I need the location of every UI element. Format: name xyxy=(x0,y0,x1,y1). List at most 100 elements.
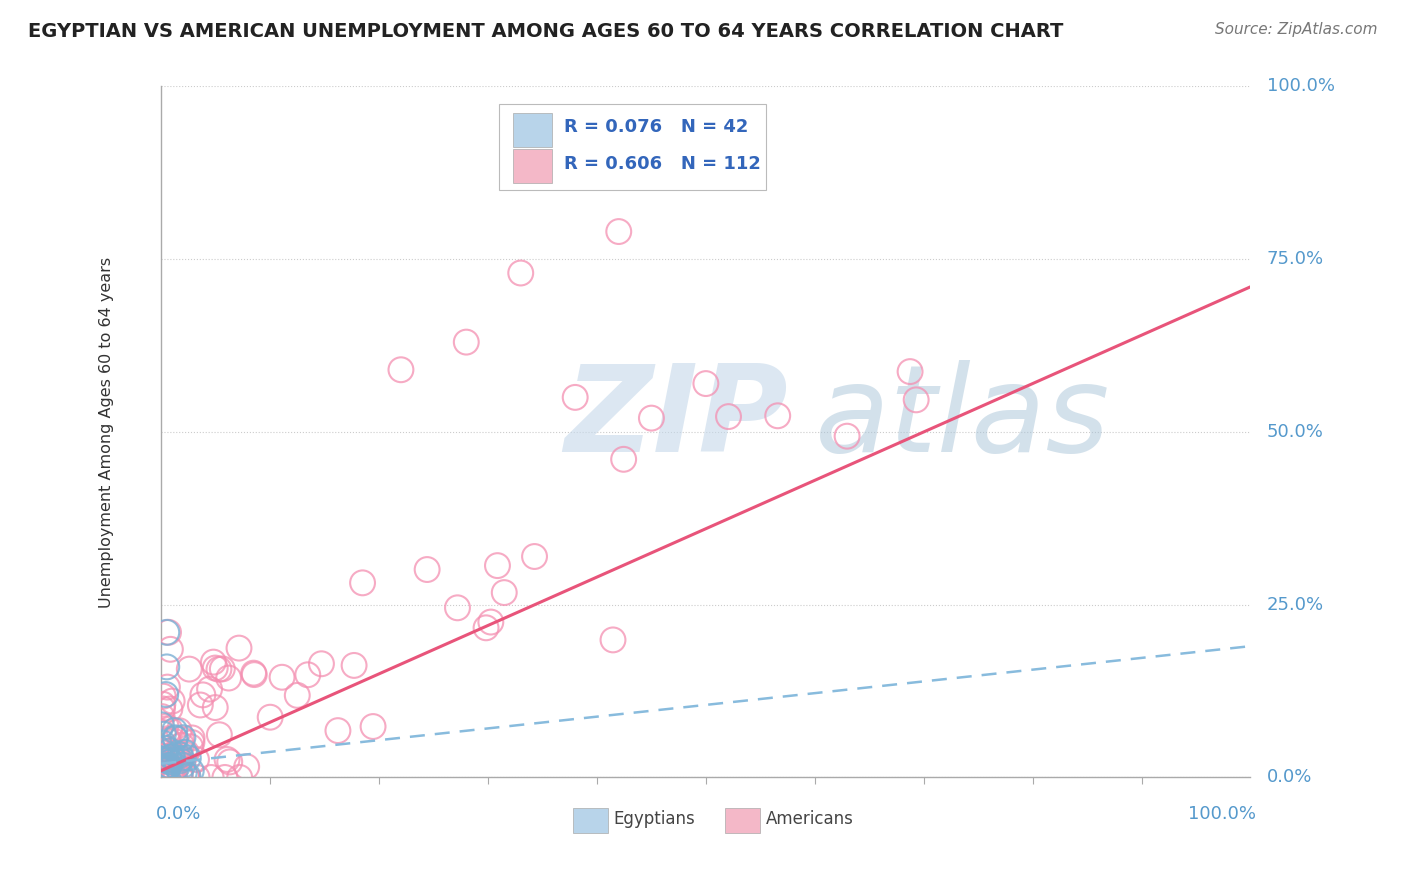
Point xyxy=(152,768,174,782)
Point xyxy=(155,771,177,785)
Point xyxy=(159,642,181,657)
Point xyxy=(150,709,173,723)
Point xyxy=(361,720,384,734)
Point xyxy=(155,719,177,733)
Point xyxy=(204,700,226,714)
Point xyxy=(235,760,257,774)
Point xyxy=(198,682,221,697)
Point xyxy=(163,753,186,767)
Text: 100.0%: 100.0% xyxy=(1267,78,1334,95)
Text: 25.0%: 25.0% xyxy=(1267,596,1324,614)
Point xyxy=(215,752,238,766)
Point xyxy=(228,771,250,785)
Point xyxy=(214,771,236,785)
Point xyxy=(486,558,509,573)
Point xyxy=(155,688,177,702)
Point xyxy=(163,734,186,748)
Text: 75.0%: 75.0% xyxy=(1267,250,1324,268)
Point xyxy=(159,755,181,769)
Point xyxy=(156,753,179,767)
Point xyxy=(163,762,186,776)
Point xyxy=(157,760,180,774)
Point xyxy=(156,764,179,779)
Point xyxy=(208,728,231,742)
Point xyxy=(167,749,190,764)
Point xyxy=(160,771,183,785)
Point xyxy=(172,731,194,745)
Point xyxy=(157,625,180,640)
Point xyxy=(169,754,191,768)
Point xyxy=(157,758,180,772)
Point xyxy=(285,689,308,703)
Point xyxy=(155,764,177,779)
Point xyxy=(165,745,187,759)
Point xyxy=(640,411,662,425)
Point xyxy=(159,744,181,758)
Point xyxy=(494,585,516,599)
Point xyxy=(155,764,177,778)
Point xyxy=(152,764,174,778)
Point xyxy=(156,731,179,746)
Point xyxy=(509,266,531,280)
Point xyxy=(607,225,630,239)
Point xyxy=(156,680,179,694)
Point xyxy=(153,762,176,776)
Point xyxy=(905,392,928,407)
Point xyxy=(156,757,179,772)
Point xyxy=(218,671,240,685)
Point xyxy=(898,365,921,379)
Point xyxy=(179,739,201,754)
Point xyxy=(152,727,174,741)
Text: Unemployment Among Ages 60 to 64 years: Unemployment Among Ages 60 to 64 years xyxy=(100,256,114,607)
Point xyxy=(186,752,208,766)
Text: 50.0%: 50.0% xyxy=(1267,423,1323,441)
Point xyxy=(150,771,173,785)
Point xyxy=(162,754,184,768)
Point xyxy=(167,723,190,738)
Point xyxy=(613,452,636,467)
Point xyxy=(243,667,266,681)
Text: atlas: atlas xyxy=(815,359,1111,476)
Point xyxy=(152,752,174,766)
Point xyxy=(176,771,198,785)
Point xyxy=(170,738,193,752)
Point xyxy=(176,771,198,785)
Text: ZIP: ZIP xyxy=(564,359,787,476)
Point xyxy=(169,765,191,780)
Point xyxy=(416,562,439,576)
Point xyxy=(169,771,191,785)
Point xyxy=(177,751,200,765)
Point xyxy=(155,741,177,756)
Point xyxy=(153,763,176,777)
Point xyxy=(153,760,176,774)
Point xyxy=(191,688,214,702)
Point xyxy=(156,625,179,640)
Point xyxy=(170,731,193,746)
Text: 100.0%: 100.0% xyxy=(1188,805,1256,823)
Point xyxy=(160,768,183,782)
Point xyxy=(766,409,789,423)
Point xyxy=(297,667,319,681)
Point xyxy=(242,666,264,681)
Point xyxy=(155,771,177,785)
Text: Egyptians: Egyptians xyxy=(613,810,695,828)
Point xyxy=(717,409,740,424)
Point xyxy=(389,363,412,377)
Point xyxy=(456,335,478,350)
Point xyxy=(156,733,179,747)
Text: 0.0%: 0.0% xyxy=(156,805,201,823)
Point xyxy=(204,661,226,675)
Point xyxy=(163,765,186,780)
Text: R = 0.606   N = 112: R = 0.606 N = 112 xyxy=(564,155,761,173)
FancyBboxPatch shape xyxy=(725,808,761,833)
Point xyxy=(475,621,498,635)
Point xyxy=(259,710,281,724)
Point xyxy=(479,615,502,629)
Point xyxy=(152,689,174,703)
Point xyxy=(159,702,181,716)
Point xyxy=(173,765,195,780)
Point xyxy=(160,750,183,764)
Point xyxy=(165,746,187,760)
Text: Source: ZipAtlas.com: Source: ZipAtlas.com xyxy=(1215,22,1378,37)
Point xyxy=(218,755,240,769)
